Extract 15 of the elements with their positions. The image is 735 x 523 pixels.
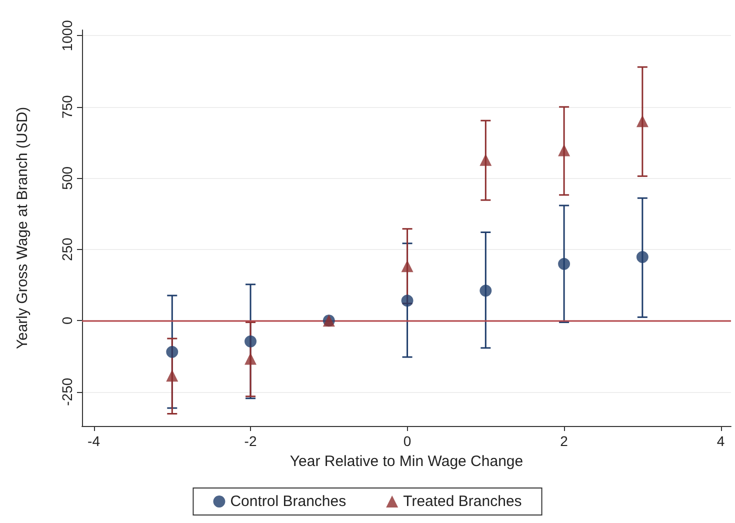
y-tick-label: 750 xyxy=(59,95,75,119)
x-tick-label: 4 xyxy=(716,433,725,449)
x-tick-label: 2 xyxy=(560,433,568,449)
y-tick-label: 1000 xyxy=(59,20,75,52)
x-tick-label: -2 xyxy=(244,433,257,449)
x-tick-label: -4 xyxy=(88,433,100,449)
y-tick-label: -250 xyxy=(59,378,75,406)
y-tick-label: 0 xyxy=(59,316,75,324)
y-tick-label: 500 xyxy=(59,166,75,190)
x-axis-title: Year Relative to Min Wage Change xyxy=(290,453,524,470)
legend-label: Treated Branches xyxy=(403,493,522,510)
y-tick-label: 250 xyxy=(59,237,75,262)
y-axis-title: Yearly Gross Wage at Branch (USD) xyxy=(14,106,31,350)
x-tick-label: 0 xyxy=(403,433,412,449)
legend-label: Control Branches xyxy=(230,493,346,510)
